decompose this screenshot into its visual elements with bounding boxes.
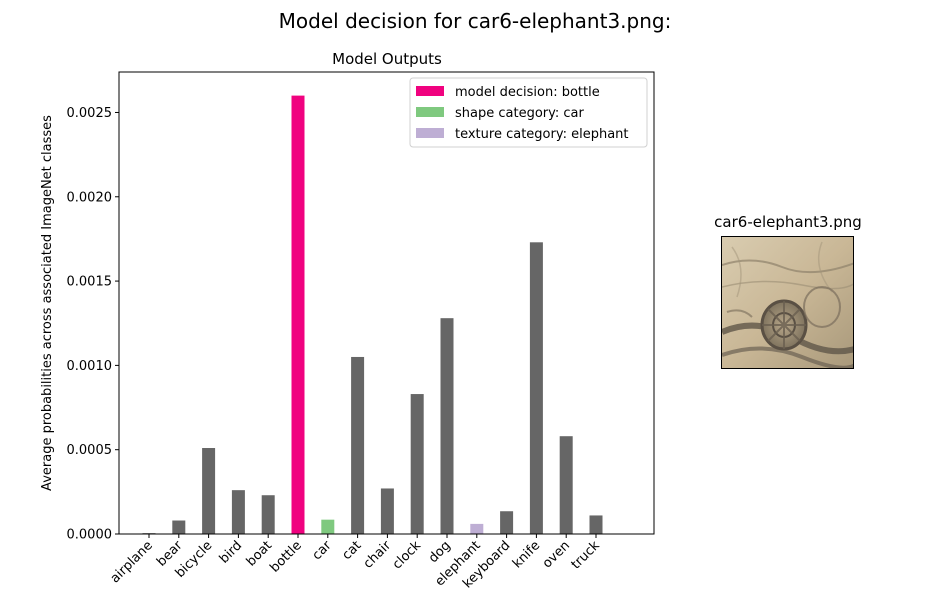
x-tick-label-bird: bird: [217, 538, 245, 566]
y-tick-label: 0.0000: [67, 528, 113, 543]
x-tick-label-airplane: airplane: [108, 538, 156, 586]
legend-swatch: [416, 128, 444, 138]
thumbnail-title: car6-elephant3.png: [714, 213, 862, 231]
y-tick-label: 0.0010: [67, 359, 113, 374]
legend-swatch: [416, 107, 444, 117]
legend-box: [409, 77, 648, 148]
legend-swatch: [416, 86, 444, 96]
x-tick-label-bottle: bottle: [267, 538, 304, 575]
bar-oven: [559, 436, 573, 534]
bar-keyboard: [500, 511, 514, 534]
x-tick-label-clock: clock: [390, 538, 425, 573]
x-tick-label-cat: cat: [340, 538, 365, 563]
y-tick-label: 0.0025: [67, 106, 113, 121]
bar-bird: [231, 490, 245, 534]
bar-chair: [380, 488, 394, 534]
legend-entry: texture category: elephant: [455, 127, 629, 142]
y-axis-label: Average probabilities across associated …: [40, 115, 55, 491]
bar-clock: [410, 394, 424, 534]
bar-car: [321, 519, 335, 534]
legend-entry: shape category: car: [455, 106, 584, 121]
legend-entry: model decision: bottle: [455, 85, 600, 100]
bar-cat: [351, 356, 365, 534]
x-tick-label-oven: oven: [540, 538, 573, 571]
bar-truck: [589, 515, 603, 534]
figure-title: Model decision for car6-elephant3.png:: [278, 9, 672, 33]
x-tick-label-chair: chair: [361, 538, 395, 572]
chart-title: Model Outputs: [332, 50, 442, 68]
bar-bicycle: [202, 448, 216, 534]
stimulus-image: [721, 236, 854, 369]
bar-boat: [261, 495, 275, 534]
x-tick-label-truck: truck: [569, 538, 604, 573]
bar-elephant: [470, 523, 484, 534]
plot-frame: [118, 71, 655, 535]
x-tick-label-car: car: [310, 538, 336, 564]
y-tick-label: 0.0015: [67, 275, 113, 290]
x-tick-label-knife: knife: [510, 538, 543, 571]
y-tick-label: 0.0020: [67, 190, 113, 205]
bar-bear: [172, 520, 186, 534]
bar-dog: [440, 318, 454, 534]
bar-knife: [529, 242, 543, 535]
y-tick-label: 0.0005: [67, 443, 113, 458]
bar-bottle: [291, 95, 305, 535]
